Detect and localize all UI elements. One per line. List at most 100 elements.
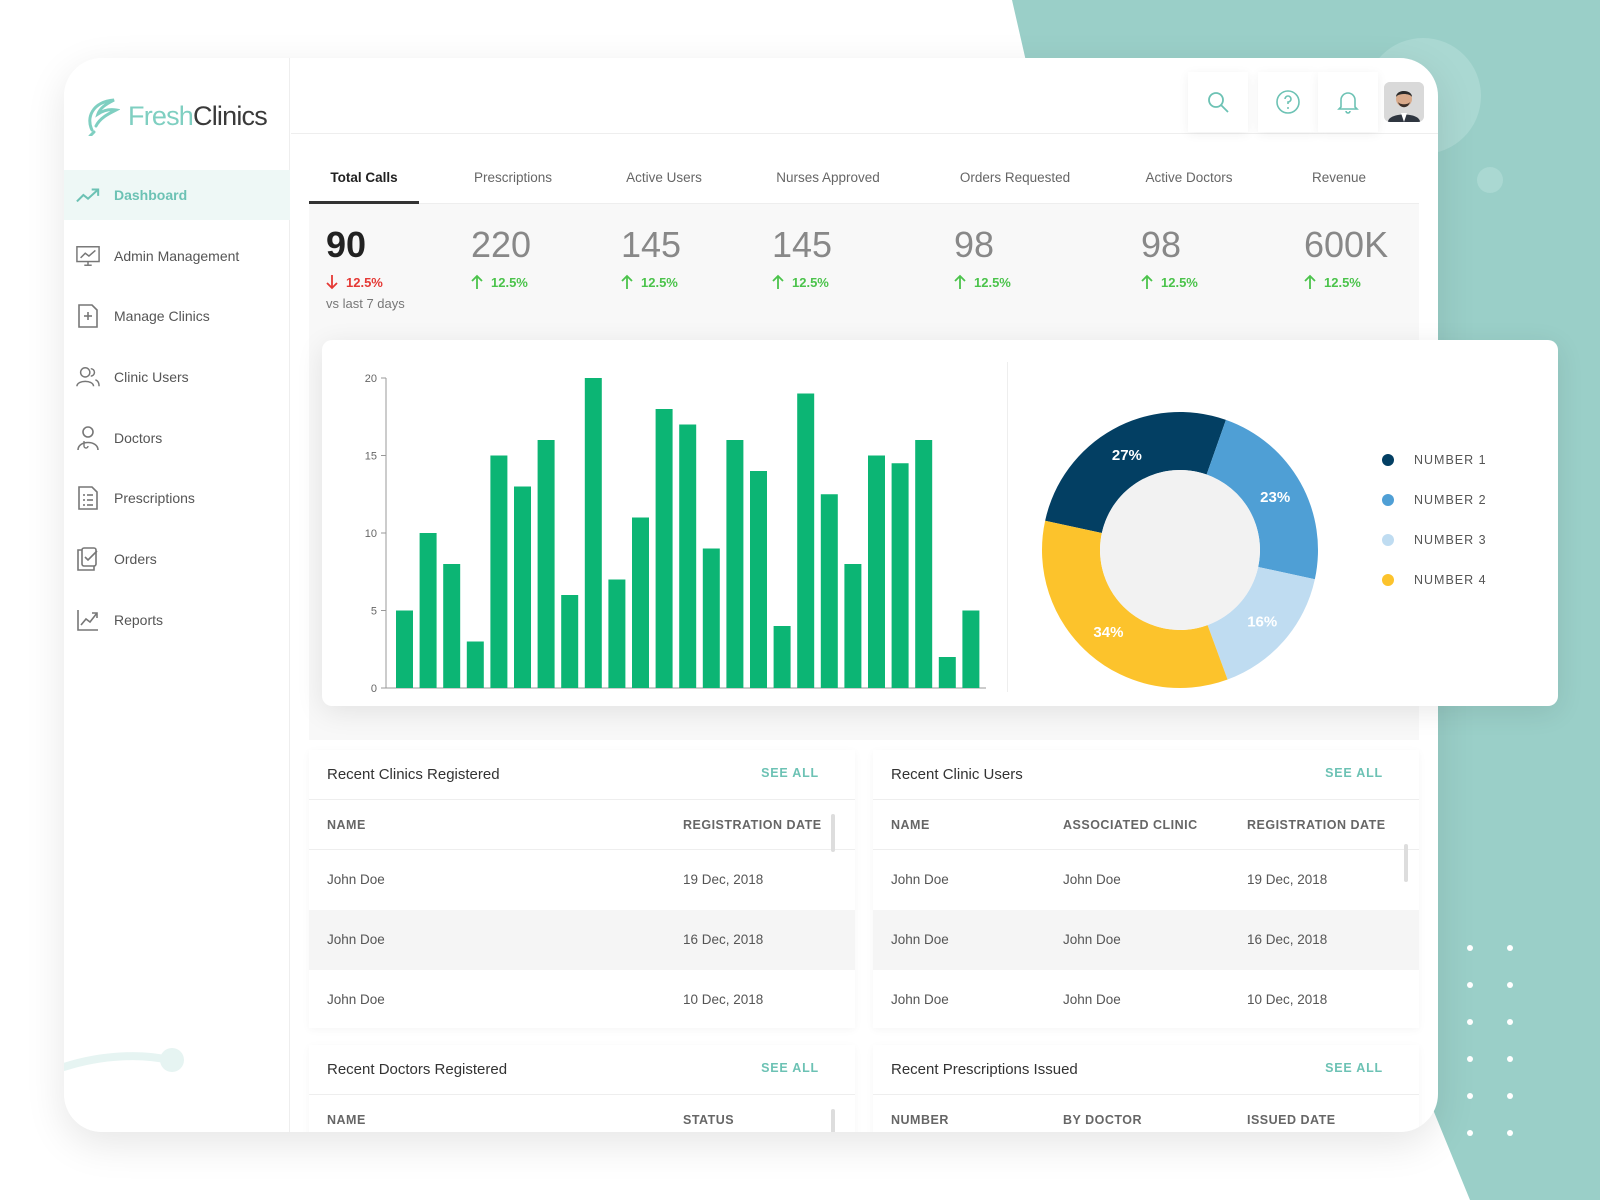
see-all-link[interactable]: SEE ALL bbox=[761, 766, 819, 780]
scrollbar[interactable] bbox=[1404, 844, 1408, 882]
table-row[interactable]: John Doe 19 Dec, 2018 bbox=[309, 850, 855, 910]
search-icon bbox=[1208, 92, 1229, 113]
stat-change: 12.5% bbox=[621, 274, 681, 290]
donut-slice[interactable] bbox=[1042, 520, 1228, 688]
scrollbar[interactable] bbox=[831, 814, 835, 852]
tab-prescriptions[interactable]: Prescriptions bbox=[473, 170, 553, 185]
scrollbar[interactable] bbox=[831, 1109, 835, 1132]
arrow-up-icon bbox=[1141, 274, 1153, 289]
bar[interactable] bbox=[679, 424, 697, 689]
bar[interactable] bbox=[632, 517, 649, 689]
tab-active-users[interactable]: Active Users bbox=[626, 170, 702, 185]
brand-name: FreshClinics bbox=[128, 101, 268, 132]
card-header: Recent Doctors Registered SEE ALL bbox=[309, 1045, 855, 1095]
column-header[interactable]: NAME bbox=[327, 818, 366, 832]
avatar[interactable] bbox=[1384, 82, 1424, 122]
sidebar-item-label: Dashboard bbox=[114, 187, 188, 203]
card-header: Recent Clinics Registered SEE ALL bbox=[309, 750, 855, 800]
bar[interactable] bbox=[490, 455, 508, 689]
table-header: NAME STATUS bbox=[309, 1095, 855, 1132]
stat-comparison: vs last 7 days bbox=[326, 296, 405, 311]
tab-revenue[interactable]: Revenue bbox=[1311, 170, 1367, 185]
column-header[interactable]: ISSUED DATE bbox=[1247, 1113, 1336, 1127]
see-all-link[interactable]: SEE ALL bbox=[761, 1061, 819, 1075]
top-bar bbox=[291, 58, 1438, 134]
bar[interactable] bbox=[419, 533, 437, 688]
bar[interactable] bbox=[443, 564, 461, 688]
sidebar-item-admin-management[interactable]: Admin Management bbox=[64, 231, 290, 281]
column-header[interactable]: STATUS bbox=[683, 1113, 735, 1127]
bar[interactable] bbox=[726, 440, 744, 688]
legend-item[interactable]: NUMBER 3 bbox=[1382, 530, 1487, 550]
bar[interactable] bbox=[868, 455, 885, 689]
stat-value: 145 bbox=[772, 224, 833, 265]
bar[interactable] bbox=[655, 409, 673, 688]
sidebar-item-orders[interactable]: Orders bbox=[64, 534, 290, 584]
legend-item[interactable]: NUMBER 1 bbox=[1382, 450, 1487, 470]
column-header[interactable]: NAME bbox=[327, 1113, 366, 1127]
donut-slice[interactable] bbox=[1207, 566, 1315, 680]
legend-dot bbox=[1382, 454, 1394, 466]
bar[interactable] bbox=[773, 626, 791, 688]
logo[interactable]: FreshClinics bbox=[84, 94, 268, 138]
chart-panel: 0 5 10 15 20 27% 23% 16% 34% NUMBER 1 NUMBER 2 NU… bbox=[322, 340, 1558, 706]
donut-slice[interactable] bbox=[1045, 412, 1226, 534]
bar[interactable] bbox=[608, 579, 626, 689]
sidebar-item-doctors[interactable]: Doctors bbox=[64, 413, 290, 463]
table-row[interactable]: John Doe John Doe 16 Dec, 2018 bbox=[873, 910, 1419, 970]
users-icon bbox=[76, 365, 100, 389]
stat-change: 12.5% bbox=[772, 274, 832, 290]
arrow-down-icon bbox=[326, 275, 338, 290]
bar[interactable] bbox=[891, 463, 909, 688]
see-all-link[interactable]: SEE ALL bbox=[1325, 1061, 1383, 1075]
bar[interactable] bbox=[466, 641, 484, 689]
bar[interactable] bbox=[584, 378, 602, 688]
column-header[interactable]: NUMBER bbox=[891, 1113, 949, 1127]
bar[interactable] bbox=[537, 440, 555, 688]
bar[interactable] bbox=[844, 564, 862, 688]
column-header[interactable]: REGISTRATION DATE bbox=[683, 818, 822, 832]
stat-change: 12.5% bbox=[1304, 274, 1388, 290]
table-row[interactable]: John Doe 16 Dec, 2018 bbox=[309, 910, 855, 970]
help-button[interactable] bbox=[1258, 72, 1318, 132]
bar[interactable] bbox=[915, 440, 933, 688]
column-header[interactable]: REGISTRATION DATE bbox=[1247, 818, 1386, 832]
cell-date: 10 Dec, 2018 bbox=[1247, 992, 1328, 1007]
bar[interactable] bbox=[514, 486, 531, 689]
column-header[interactable]: BY DOCTOR bbox=[1063, 1113, 1143, 1127]
table-row[interactable]: John Doe John Doe 19 Dec, 2018 bbox=[873, 850, 1419, 910]
bar[interactable] bbox=[820, 494, 838, 688]
legend-item[interactable]: NUMBER 2 bbox=[1382, 490, 1487, 510]
sidebar-item-prescriptions[interactable]: Prescriptions bbox=[64, 473, 290, 523]
table-row[interactable]: John Doe John Doe 10 Dec, 2018 bbox=[873, 970, 1419, 1028]
column-header[interactable]: ASSOCIATED CLINIC bbox=[1063, 818, 1198, 832]
notifications-button[interactable] bbox=[1318, 72, 1378, 132]
tab-orders-requested[interactable]: Orders Requested bbox=[959, 170, 1071, 185]
cell-date: 19 Dec, 2018 bbox=[1247, 872, 1328, 887]
see-all-link[interactable]: SEE ALL bbox=[1325, 766, 1383, 780]
sidebar-item-clinic-users[interactable]: Clinic Users bbox=[64, 352, 290, 402]
tab-nurses-approved[interactable]: Nurses Approved bbox=[776, 170, 880, 185]
stat-change: 12.5% bbox=[1141, 274, 1198, 290]
table-header: NAME REGISTRATION DATE bbox=[309, 800, 855, 850]
legend-item[interactable]: NUMBER 4 bbox=[1382, 570, 1487, 590]
bar[interactable] bbox=[938, 657, 956, 688]
search-button[interactable] bbox=[1188, 72, 1248, 132]
sidebar-item-reports[interactable]: Reports bbox=[64, 595, 290, 645]
bar[interactable] bbox=[750, 471, 767, 688]
arrow-up-icon bbox=[621, 274, 633, 289]
bar[interactable] bbox=[561, 595, 579, 688]
bar[interactable] bbox=[702, 548, 720, 689]
column-header[interactable]: NAME bbox=[891, 818, 930, 832]
sidebar-item-dashboard[interactable]: Dashboard bbox=[64, 170, 290, 220]
sidebar-item-manage-clinics[interactable]: Manage Clinics bbox=[64, 291, 290, 341]
tab-active-doctors[interactable]: Active Doctors bbox=[1145, 170, 1233, 185]
bar[interactable] bbox=[962, 610, 980, 689]
tab-total-calls[interactable]: Total Calls bbox=[309, 152, 419, 204]
table-header: NAME ASSOCIATED CLINIC REGISTRATION DATE bbox=[873, 800, 1419, 850]
donut-slice[interactable] bbox=[1206, 419, 1318, 580]
bar[interactable] bbox=[797, 393, 815, 689]
table-row[interactable]: John Doe 10 Dec, 2018 bbox=[309, 970, 855, 1028]
y-tick-label: 10 bbox=[365, 528, 377, 540]
bar[interactable] bbox=[396, 610, 413, 689]
